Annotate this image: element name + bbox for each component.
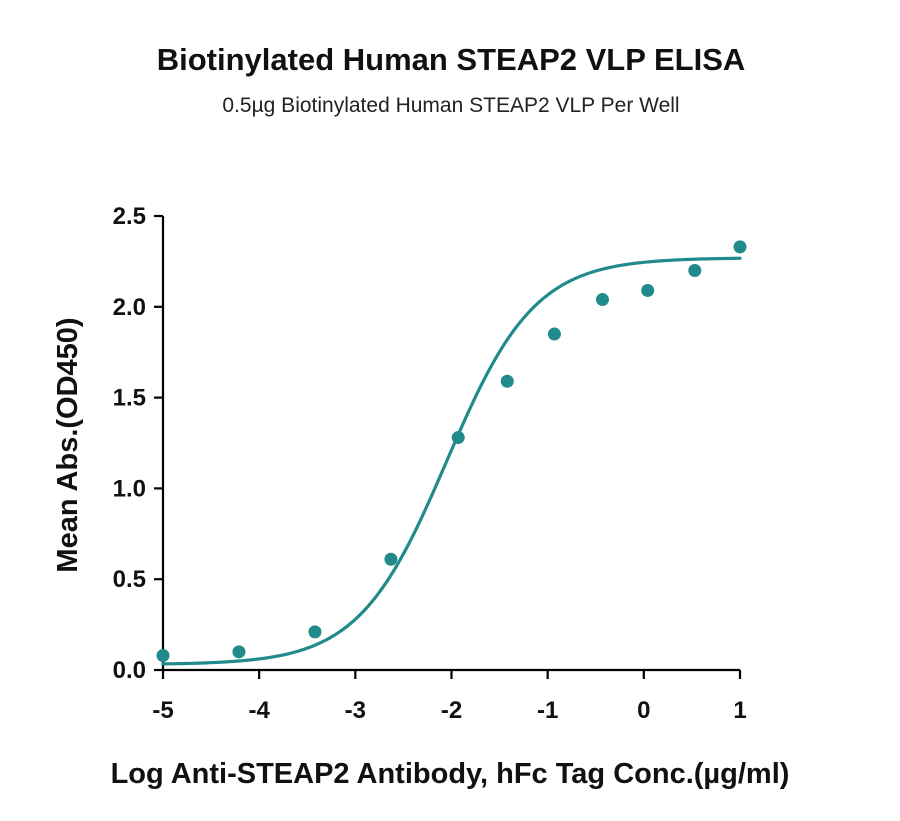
chart-title: Biotinylated Human STEAP2 VLP ELISA (157, 42, 746, 77)
plot-axes: 0.0 0.5 1.0 1.5 2.0 2.5 -5 -4 -3 -2 -1 0 1 (113, 203, 747, 724)
x-tick-label: 1 (733, 697, 746, 724)
x-axis-label: Log Anti-STEAP2 Antibody, hFc Tag Conc.(… (111, 758, 790, 790)
fit-curve-layer (161, 256, 742, 666)
data-point (384, 552, 398, 566)
data-point (232, 645, 246, 659)
data-point (547, 327, 561, 341)
data-point (308, 625, 322, 639)
y-tick-label: 0.0 (113, 657, 146, 684)
y-tick-label: 2.0 (113, 294, 146, 321)
data-point (733, 240, 747, 254)
y-axis-label: Mean Abs.(OD450) (52, 317, 84, 572)
x-tick-label: -1 (537, 697, 558, 724)
data-point (451, 431, 465, 445)
x-tick-label: -3 (345, 697, 366, 724)
data-point (688, 263, 702, 277)
y-tick-label: 0.5 (113, 566, 146, 593)
y-tick-label: 2.5 (113, 203, 146, 230)
fit-curve (161, 256, 742, 666)
x-tick-label: -4 (248, 697, 270, 724)
chart-subtitle: 0.5µg Biotinylated Human STEAP2 VLP Per … (222, 94, 679, 117)
x-tick-label: -5 (152, 697, 173, 724)
x-tick-label: -2 (441, 697, 462, 724)
y-tick-label: 1.5 (113, 385, 146, 412)
data-point (156, 648, 170, 662)
data-point (595, 293, 609, 307)
data-point (641, 283, 655, 297)
x-tick-label: 0 (637, 697, 650, 724)
y-tick-label: 1.0 (113, 475, 146, 502)
data-point (500, 374, 514, 388)
data-points-layer (156, 240, 747, 662)
